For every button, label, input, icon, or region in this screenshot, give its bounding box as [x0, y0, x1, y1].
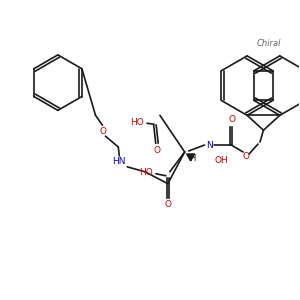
Text: O: O [164, 200, 171, 209]
Text: N: N [206, 140, 213, 149]
Text: Chiral: Chiral [256, 38, 281, 47]
Polygon shape [187, 154, 195, 161]
Text: HO: HO [130, 118, 144, 127]
Text: H: H [189, 154, 196, 164]
Text: OH: OH [214, 156, 228, 165]
Text: O: O [229, 115, 236, 124]
Text: O: O [100, 127, 107, 136]
Text: O: O [243, 152, 250, 161]
Text: O: O [153, 146, 161, 154]
Text: HN: HN [112, 158, 126, 166]
Text: HO: HO [139, 168, 153, 177]
